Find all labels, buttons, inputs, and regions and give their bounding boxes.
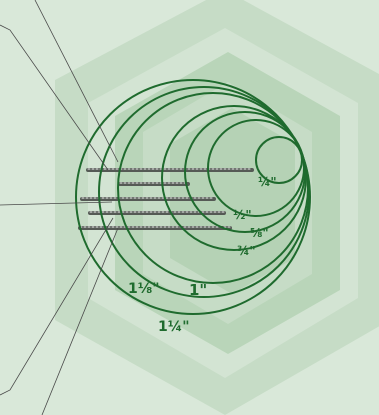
label-half-inch: ½" — [233, 208, 252, 222]
leader-line-1 — [34, 0, 119, 163]
ring-quarter-inch — [255, 136, 303, 184]
size-labels: ¼" ½" ⅝" ¾" 1" 1⅛" 1¼" — [128, 175, 277, 335]
label-three-quarter-inch: ¾" — [237, 244, 256, 258]
wire-5 — [78, 226, 232, 230]
leader-line-3 — [0, 201, 113, 206]
wire-2 — [118, 182, 190, 186]
wire-3 — [80, 197, 216, 201]
leader-line-5 — [41, 227, 119, 415]
label-five-eighths-inch: ⅝" — [250, 226, 269, 240]
label-quarter-inch: ¼" — [258, 175, 277, 189]
ring-one-and-quarter-inch — [75, 79, 311, 315]
label-one-and-quarter-inch: 1¼" — [158, 319, 190, 335]
wire-4 — [88, 211, 226, 215]
ring-three-quarter-inch — [161, 105, 307, 251]
background-hexagons — [55, 0, 379, 415]
label-one-and-eighth-inch: 1⅛" — [128, 281, 160, 297]
leader-line-4 — [0, 217, 114, 396]
leader-lines — [0, 0, 119, 415]
label-one-inch: 1" — [189, 281, 207, 299]
hexagon-inner — [170, 108, 295, 294]
size-rings — [75, 79, 311, 315]
wire-1 — [86, 168, 254, 172]
leader-line-2 — [0, 24, 109, 171]
